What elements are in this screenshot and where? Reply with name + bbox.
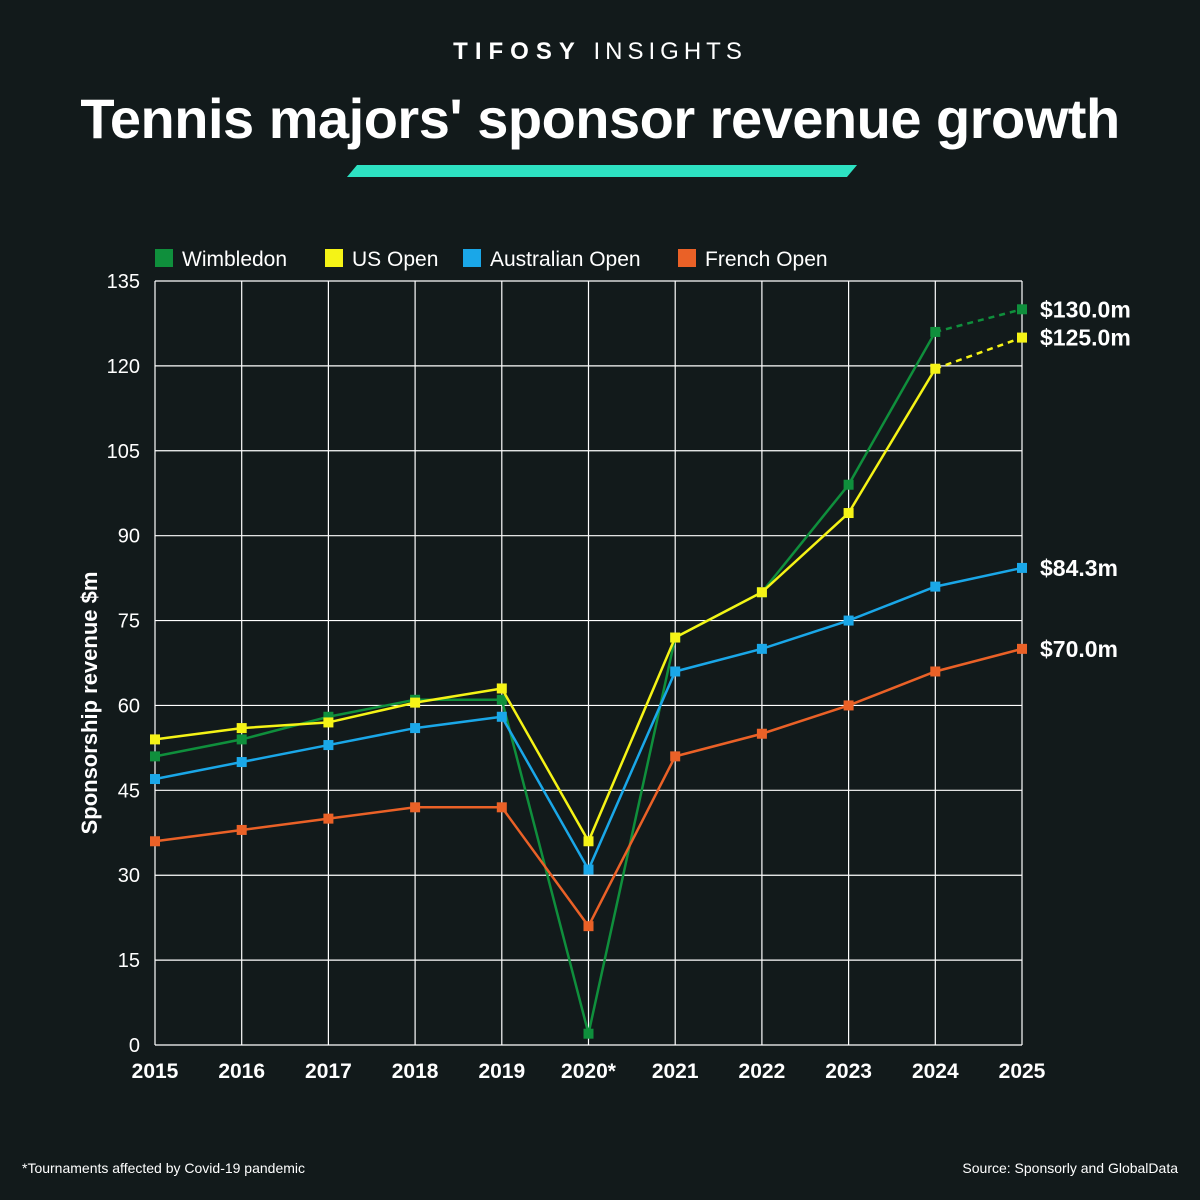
legend-swatch	[463, 249, 481, 267]
x-tick-label: 2022	[739, 1060, 786, 1083]
data-point	[236, 757, 247, 768]
data-point	[236, 824, 247, 835]
data-point	[756, 587, 767, 598]
data-point	[1017, 562, 1027, 573]
data-point	[670, 751, 681, 762]
series-projection-line	[934, 308, 1023, 334]
legend-swatch	[155, 249, 173, 267]
y-tick-label: 15	[118, 950, 140, 972]
data-point	[410, 802, 421, 813]
data-point	[496, 694, 507, 705]
series-line	[154, 368, 937, 845]
data-point	[496, 683, 507, 694]
end-value-label: $125.0m	[1040, 325, 1131, 351]
series-line	[154, 331, 937, 1034]
data-point	[756, 728, 767, 739]
data-point	[150, 734, 160, 745]
data-point	[410, 723, 421, 734]
data-point	[410, 697, 421, 708]
data-point	[150, 836, 160, 847]
x-tick-label: 2021	[652, 1060, 699, 1083]
brand-light: INSIGHTS	[593, 38, 747, 65]
end-value-label: $70.0m	[1040, 636, 1118, 662]
y-tick-label: 120	[107, 356, 140, 378]
data-point	[323, 711, 334, 722]
data-point	[583, 1028, 594, 1039]
data-point	[323, 717, 334, 728]
y-tick-label: 105	[107, 441, 140, 463]
data-point	[323, 813, 334, 824]
data-point	[583, 836, 594, 847]
y-tick-label: 90	[118, 526, 140, 548]
x-tick-label: 2024	[912, 1060, 959, 1083]
y-tick-label: 75	[118, 611, 140, 633]
brand-logo: TIFOSY INSIGHTS	[0, 38, 1200, 66]
y-tick-label: 135	[107, 271, 140, 293]
x-tick-label: 2015	[132, 1060, 179, 1083]
y-tick-label: 60	[118, 695, 140, 717]
data-point	[150, 774, 160, 785]
x-tick-label: 2025	[999, 1060, 1046, 1083]
legend-label: Wimbledon	[182, 248, 287, 271]
source-note: Source: Sponsorly and GlobalData	[962, 1160, 1178, 1176]
x-tick-label: 2020*	[561, 1060, 617, 1083]
data-point	[843, 615, 854, 626]
data-point	[930, 666, 941, 677]
data-point	[930, 326, 941, 337]
x-tick-label: 2018	[392, 1060, 439, 1083]
data-point	[583, 864, 594, 875]
legend-swatch	[325, 249, 343, 267]
y-tick-label: 0	[129, 1035, 140, 1057]
end-value-label: $84.3m	[1040, 555, 1118, 581]
x-tick-label: 2019	[478, 1060, 525, 1083]
y-tick-label: 45	[118, 780, 140, 802]
data-point	[930, 363, 941, 374]
data-point	[1017, 304, 1027, 315]
x-tick-label: 2017	[305, 1060, 352, 1083]
data-point	[496, 711, 507, 722]
data-point	[670, 632, 681, 643]
data-point	[670, 666, 681, 677]
series-projection-line	[934, 336, 1023, 370]
end-value-label: $130.0m	[1040, 296, 1131, 322]
y-axis-label: Sponsorship revenue $m	[77, 572, 102, 835]
y-tick-label: 30	[118, 865, 140, 887]
x-tick-label: 2016	[218, 1060, 265, 1083]
legend-label: Australian Open	[490, 248, 641, 271]
data-point	[236, 723, 247, 734]
page-title: Tennis majors' sponsor revenue growth	[80, 87, 1120, 150]
x-tick-label: 2023	[825, 1060, 872, 1083]
legend-label: French Open	[705, 248, 828, 271]
data-point	[843, 700, 854, 711]
data-point	[930, 581, 941, 592]
data-point	[150, 751, 160, 762]
legend-swatch	[678, 249, 696, 267]
data-point	[1017, 643, 1027, 654]
data-point	[1017, 332, 1027, 343]
data-point	[583, 921, 594, 932]
data-point	[843, 479, 854, 490]
data-point	[236, 734, 247, 745]
data-point	[496, 802, 507, 813]
data-point	[843, 508, 854, 519]
brand-bold: TIFOSY	[453, 38, 582, 65]
footnote: *Tournaments affected by Covid-19 pandem…	[22, 1160, 306, 1176]
data-point	[323, 740, 334, 751]
data-point	[756, 643, 767, 654]
legend-label: US Open	[352, 248, 438, 271]
